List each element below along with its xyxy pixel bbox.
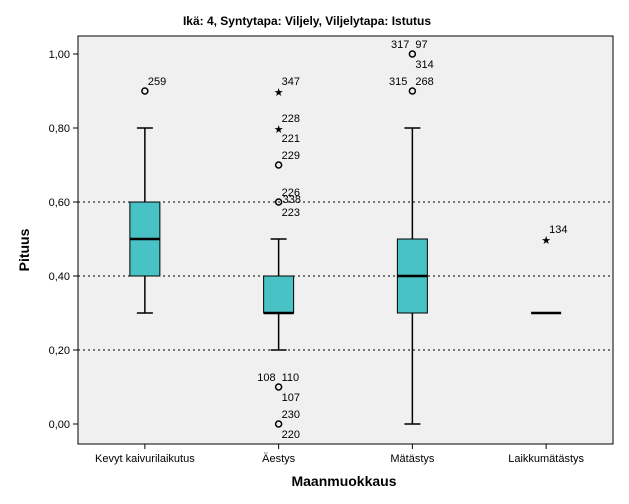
- box-group: 259: [129, 76, 166, 314]
- outlier-label: 108: [257, 372, 275, 384]
- outlier-label: 259: [148, 76, 166, 88]
- outlier-circle: [141, 87, 149, 95]
- plot-area: [77, 35, 614, 445]
- y-tick-label: 0,00: [49, 419, 70, 431]
- outlier-label: 347: [282, 76, 300, 88]
- y-tick-label: 0,40: [49, 271, 70, 283]
- outlier-label: 317: [391, 39, 409, 51]
- outlier-label: 110: [282, 372, 300, 384]
- outlier-label: 220: [282, 429, 300, 441]
- y-tick-label: 0,80: [49, 123, 70, 135]
- iqr-box: [263, 275, 295, 314]
- outlier-label: 97: [415, 39, 427, 51]
- x-tick-label: Äestys: [262, 453, 296, 465]
- outlier-label: 314: [415, 59, 433, 71]
- outlier-label: 228: [282, 113, 300, 125]
- outlier-label: 107: [282, 392, 300, 404]
- outlier-label: 223: [282, 207, 300, 219]
- outlier-circle: [408, 87, 417, 95]
- chart-title: Ikä: 4, Syntytapa: Viljely, Viljelytapa:…: [183, 14, 431, 28]
- outlier-label: 268: [415, 76, 433, 88]
- outlier-circle: [274, 198, 283, 206]
- y-axis: 0,00 0,20 0,40 0,60 0,80 1,00: [49, 49, 78, 431]
- x-tick-label: Kevyt kaivurilaikutus: [95, 453, 195, 465]
- outlier-star: ★: [274, 87, 284, 99]
- outlier-label: 229: [282, 150, 300, 162]
- box-group: 317 97 314 315 268: [389, 39, 434, 425]
- outlier-circle: [408, 50, 417, 58]
- outlier-label: 134: [549, 224, 567, 236]
- outlier-label: 338: [283, 194, 301, 206]
- x-axis: Kevyt kaivurilaikutus Äestys Mätästys Laikk…: [95, 444, 585, 465]
- outlier-circle: [274, 420, 283, 428]
- outlier-label: 315: [389, 76, 407, 88]
- outlier-label: 226: [282, 187, 300, 199]
- y-tick-label: 0,60: [49, 197, 70, 209]
- reference-lines: [78, 201, 613, 351]
- outlier-label: 230: [282, 409, 300, 421]
- x-tick-label: Laikkumätästys: [508, 453, 584, 465]
- x-tick-label: Mätästys: [390, 453, 435, 465]
- outlier-circle: [274, 383, 283, 391]
- outlier-label: 221: [282, 133, 300, 145]
- box-group: ★134: [531, 224, 567, 315]
- outlier-circle: [274, 161, 283, 169]
- x-axis-title: Maanmuokkaus: [291, 473, 396, 489]
- outlier-star: ★: [274, 124, 284, 136]
- outlier-star: ★: [541, 235, 551, 247]
- y-tick-label: 0,20: [49, 345, 70, 357]
- y-axis-title: Pituus: [16, 228, 32, 271]
- y-tick-label: 1,00: [49, 49, 70, 61]
